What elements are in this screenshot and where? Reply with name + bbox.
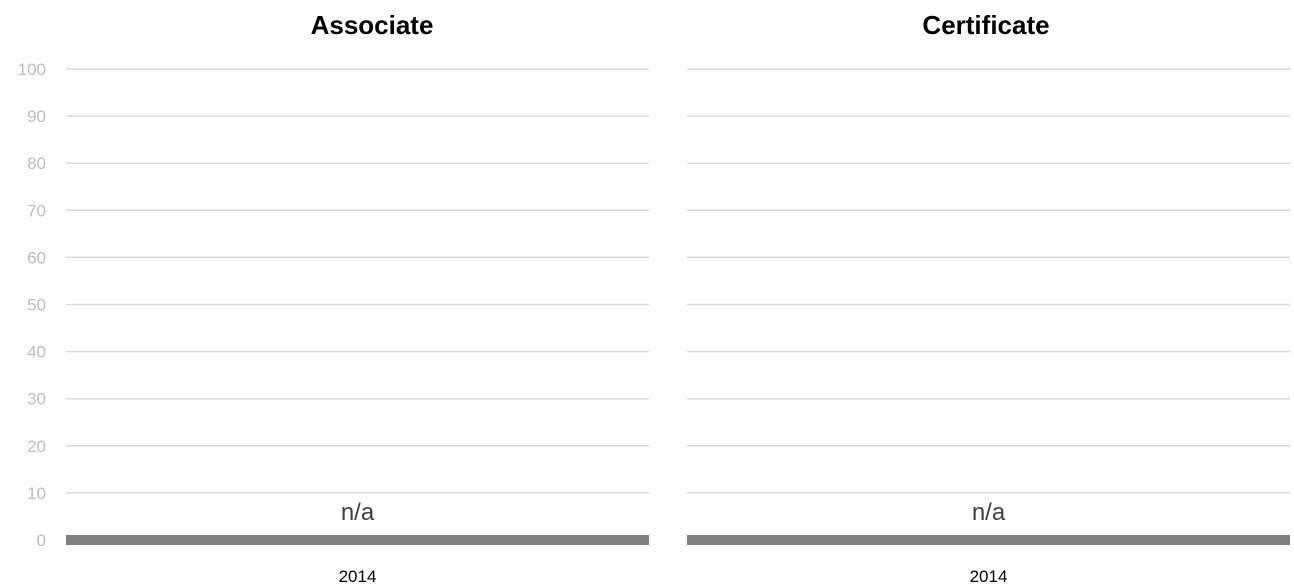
y-tick-label: 80 xyxy=(27,154,46,173)
gridlines xyxy=(66,68,649,545)
data-label: n/a xyxy=(972,499,1006,526)
y-tick-label: 50 xyxy=(27,296,46,315)
y-tick-label: 40 xyxy=(27,343,46,362)
certificate-panel: Certificate n/a 2014 xyxy=(687,10,1290,586)
associate-panel: Associate 0 10 20 30 40 50 60 70 80 90 100 n/a 201… xyxy=(18,10,649,586)
y-tick-label: 10 xyxy=(27,484,46,503)
x-tick-label: 2014 xyxy=(339,567,377,586)
x-axis-baseline xyxy=(687,535,1290,545)
x-tick-label: 2014 xyxy=(970,567,1008,586)
bars: n/a xyxy=(341,499,375,526)
y-tick-label: 0 xyxy=(37,531,46,550)
certificate-title: Certificate xyxy=(922,10,1049,40)
y-tick-label: 30 xyxy=(27,390,46,409)
x-axis-ticks: 2014 xyxy=(970,567,1008,586)
associate-title: Associate xyxy=(311,10,434,40)
y-tick-label: 70 xyxy=(27,201,46,220)
data-label: n/a xyxy=(341,499,375,526)
x-axis-ticks: 2014 xyxy=(339,567,377,586)
x-axis-baseline xyxy=(66,535,649,545)
bars: n/a xyxy=(972,499,1006,526)
y-tick-label: 20 xyxy=(27,437,46,456)
y-tick-label: 100 xyxy=(18,60,46,79)
y-tick-label: 90 xyxy=(27,107,46,126)
y-axis-ticks: 0 10 20 30 40 50 60 70 80 90 100 xyxy=(18,60,46,550)
y-tick-label: 60 xyxy=(27,248,46,267)
gridlines xyxy=(687,68,1290,545)
